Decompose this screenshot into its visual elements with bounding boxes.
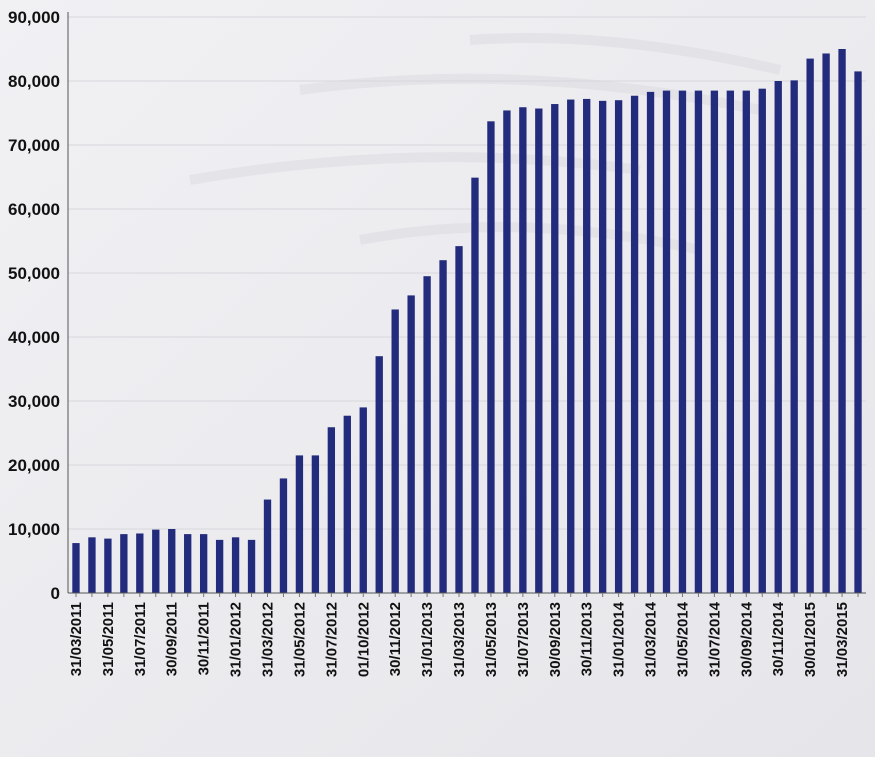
bar xyxy=(598,100,607,593)
bar xyxy=(838,49,846,593)
axes xyxy=(67,12,866,597)
bar xyxy=(503,110,511,593)
bar xyxy=(519,107,527,594)
x-tick-label: 31/07/2012 xyxy=(323,602,340,677)
bar xyxy=(694,90,703,593)
bar xyxy=(678,90,687,593)
x-tick-label: 31/05/2014 xyxy=(674,601,691,677)
bar xyxy=(168,529,176,593)
bar xyxy=(152,529,160,593)
bar xyxy=(279,478,288,593)
x-tick-label: 31/01/2014 xyxy=(611,601,628,677)
bar xyxy=(263,499,272,593)
bar xyxy=(471,177,479,593)
bar xyxy=(391,309,399,593)
bar xyxy=(774,81,782,593)
bar xyxy=(311,455,320,593)
x-tick-label: 31/03/2011 xyxy=(68,602,85,676)
bar xyxy=(726,90,735,593)
bar xyxy=(215,539,224,593)
bar xyxy=(567,99,575,593)
bar xyxy=(710,90,719,593)
x-tick-label: 31/05/2012 xyxy=(291,602,308,677)
bar xyxy=(407,295,415,593)
x-tick-label: 31/03/2012 xyxy=(260,602,277,677)
bar xyxy=(822,53,830,594)
x-tick-label: 30/09/2014 xyxy=(738,601,755,677)
bar xyxy=(423,276,431,593)
x-tick-label: 31/03/2014 xyxy=(643,601,660,677)
y-axis-ticks: 0 10,000 20,000 30,000 40,000 50,000 60,000 70,… xyxy=(8,8,60,603)
x-tick-label: 31/03/2013 xyxy=(451,602,468,677)
bar xyxy=(614,100,623,593)
bar xyxy=(295,455,304,593)
y-tick-label: 60,000 xyxy=(8,200,60,219)
bar xyxy=(455,246,463,593)
y-tick-label: 80,000 xyxy=(8,72,60,91)
bar xyxy=(247,539,256,593)
bar xyxy=(551,104,559,593)
bar xyxy=(199,534,208,593)
x-tick-label: 31/07/2014 xyxy=(706,601,723,677)
y-tick-label: 70,000 xyxy=(8,136,60,155)
bar xyxy=(758,88,766,594)
x-tick-label: 31/07/2013 xyxy=(515,602,532,677)
y-tick-label: 20,000 xyxy=(8,456,60,475)
bar xyxy=(854,71,862,593)
x-tick-label: 30/11/2012 xyxy=(387,602,404,676)
x-tick-label: 31/05/2011 xyxy=(100,602,117,676)
bar xyxy=(742,90,750,593)
x-tick-label: 01/10/2012 xyxy=(355,602,372,677)
bar xyxy=(583,98,591,594)
bar xyxy=(535,108,543,594)
bar xyxy=(630,95,639,593)
x-axis-ticks: 31/03/2011 31/05/2011 31/07/2011 30/09/2011… xyxy=(68,601,851,677)
bar xyxy=(662,90,671,593)
bar xyxy=(184,534,192,593)
bar xyxy=(359,407,367,593)
x-tick-label: 30/09/2011 xyxy=(164,602,181,676)
bar xyxy=(439,260,447,593)
y-tick-label: 30,000 xyxy=(8,392,60,411)
x-tick-label: 30/09/2013 xyxy=(547,602,564,677)
bar xyxy=(120,534,128,593)
bar xyxy=(487,121,495,593)
x-tick-label: 31/01/2013 xyxy=(419,602,436,677)
bars xyxy=(72,49,862,594)
x-tick-label: 31/07/2011 xyxy=(132,602,149,676)
bar xyxy=(327,427,336,593)
bar xyxy=(790,80,798,594)
bar xyxy=(88,537,96,593)
y-tick-label: 40,000 xyxy=(8,328,60,347)
bar xyxy=(343,415,351,593)
y-tick-label: 10,000 xyxy=(8,520,60,539)
bar xyxy=(231,537,240,593)
bar xyxy=(136,533,144,593)
x-tick-label: 31/01/2012 xyxy=(228,602,245,677)
bar xyxy=(72,543,80,593)
x-tick-label: 31/03/2015 xyxy=(834,602,851,677)
bar xyxy=(104,538,112,593)
y-tick-label: 0 xyxy=(51,584,60,603)
bar xyxy=(375,356,383,593)
bar xyxy=(646,91,655,593)
x-tick-label: 30/01/2015 xyxy=(802,602,819,677)
x-tick-label: 30/11/2014 xyxy=(770,601,787,676)
x-tick-label: 30/11/2013 xyxy=(579,602,596,676)
x-tick-label: 30/11/2011 xyxy=(196,602,213,675)
x-tick-label: 31/05/2013 xyxy=(483,602,500,677)
bar xyxy=(806,58,814,594)
y-tick-label: 90,000 xyxy=(8,8,60,27)
y-tick-label: 50,000 xyxy=(8,264,60,283)
